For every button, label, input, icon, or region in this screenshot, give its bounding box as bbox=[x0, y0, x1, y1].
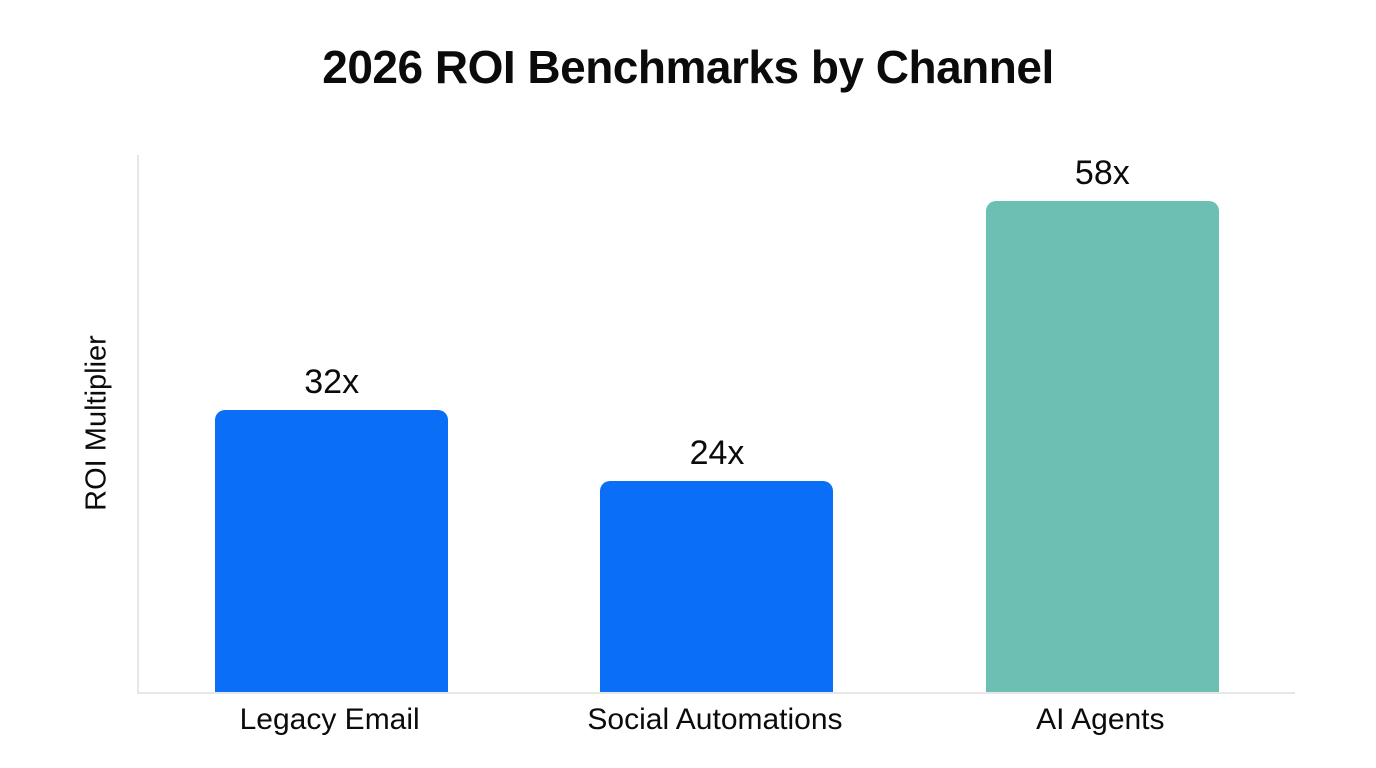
bars-row: 32x 24x 58x bbox=[139, 154, 1295, 692]
bar-legacy-email bbox=[215, 410, 449, 692]
plot-area: 32x 24x 58x bbox=[137, 154, 1295, 694]
x-tick-label-social-automations: Social Automations bbox=[587, 703, 843, 736]
y-axis-label: ROI Multiplier bbox=[80, 335, 113, 511]
bar-ai-agents bbox=[985, 201, 1219, 692]
bar-group-legacy-email: 32x bbox=[139, 155, 524, 692]
bar-value-label: 24x bbox=[689, 433, 745, 472]
bar-group-ai-agents: 58x bbox=[910, 154, 1295, 692]
bar-value-label: 58x bbox=[1074, 154, 1130, 192]
bar-group-social-automations: 24x bbox=[524, 155, 909, 692]
x-axis-labels: Legacy Email Social Automations AI Agents bbox=[137, 703, 1293, 737]
bar-social-automations bbox=[600, 481, 834, 692]
chart-title: 2026 ROI Benchmarks by Channel bbox=[322, 41, 1054, 93]
x-tick-label-legacy-email: Legacy Email bbox=[239, 703, 420, 736]
bar-value-label: 32x bbox=[304, 362, 360, 401]
x-tick-label-ai-agents: AI Agents bbox=[1036, 703, 1165, 736]
